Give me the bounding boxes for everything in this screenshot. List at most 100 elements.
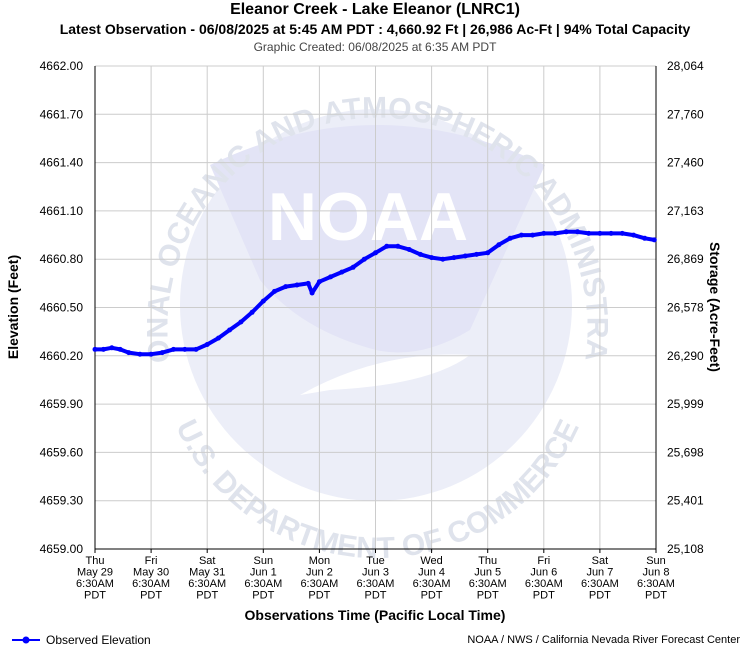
x-axis-title: Observations Time (Pacific Local Time) (245, 607, 506, 623)
data-point (651, 237, 657, 243)
data-point (373, 250, 378, 256)
y2-tick-label: 28,064 (667, 59, 704, 73)
data-point (474, 251, 479, 257)
data-point (350, 264, 356, 270)
data-point (406, 247, 412, 252)
data-point (552, 230, 558, 236)
y-tick-label: 4661.10 (40, 204, 84, 218)
watermark-logo-text: NOAA (268, 179, 468, 255)
data-point (417, 251, 423, 257)
chart-title: Eleanor Creek - Lake Eleanor (LNRC1) (230, 1, 520, 18)
data-point (507, 235, 513, 241)
x-tick-label: Mon Jun 2 6:30AM PDT (300, 555, 338, 602)
graphic-created-text: Graphic Created: 06/08/2025 at 6:35 AM P… (253, 40, 497, 54)
data-point (215, 335, 221, 341)
x-tick-label: Wed Jun 4 6:30AM PDT (413, 555, 451, 602)
data-point (328, 274, 334, 280)
data-point (316, 279, 322, 285)
y2-tick-label: 25,698 (667, 445, 704, 459)
data-point (575, 229, 580, 235)
data-point (642, 235, 648, 241)
chart-subtitle: Latest Observation - 06/08/2025 at 5:45 … (59, 21, 691, 37)
y-tick-label: 4660.50 (40, 301, 84, 315)
data-point (126, 350, 132, 356)
legend-label: Observed Elevation (46, 633, 151, 647)
data-point (361, 256, 367, 262)
data-point (182, 346, 188, 352)
data-point (100, 346, 106, 352)
data-point (563, 229, 569, 235)
y-tick-label: 4660.80 (40, 252, 84, 266)
y-tick-label: 4659.00 (40, 542, 84, 556)
x-tick-label: Sun Jun 8 6:30AM PDT (637, 555, 675, 602)
y-tick-label: 4659.60 (40, 445, 84, 459)
y2-tick-label: 27,760 (667, 107, 704, 121)
y-tick-label: 4662.00 (40, 59, 84, 73)
data-point (440, 256, 446, 262)
data-point (395, 243, 401, 249)
y2-axis-title: Storage (Acre-Feet) (707, 242, 723, 372)
data-point (283, 284, 289, 290)
y2-tick-label: 25,401 (667, 494, 704, 508)
data-point (238, 319, 244, 325)
x-tick-label: Fri May 30 6:30AM PDT (132, 555, 170, 602)
data-point (137, 351, 143, 357)
data-point (249, 309, 255, 315)
y2-tick-labels: 28,064 27,760 27,460 27,163 26,869 26,578 26,2… (667, 59, 704, 556)
y2-tick-label: 26,290 (667, 349, 704, 363)
data-point (305, 280, 311, 286)
data-point (496, 242, 502, 248)
x-tick-label: Thu Jun 5 6:30AM PDT (469, 555, 507, 602)
y2-tick-label: 26,578 (667, 301, 704, 315)
data-point (384, 243, 390, 249)
data-point (294, 282, 300, 288)
data-point (92, 346, 98, 352)
x-tick-label: Thu May 29 6:30AM PDT (76, 555, 114, 602)
data-point (451, 255, 457, 261)
data-point (109, 345, 115, 351)
data-point (530, 232, 536, 238)
data-point (597, 230, 603, 236)
data-point (193, 346, 199, 352)
x-tick-label: Sat Jun 7 6:30AM PDT (581, 555, 619, 602)
y-tick-label: 4659.90 (40, 397, 84, 411)
data-point (309, 290, 315, 296)
data-point (260, 298, 266, 304)
series-observed-elevation (92, 229, 657, 357)
x-tick-label: Sun Jun 1 6:30AM PDT (244, 555, 282, 602)
data-point (429, 255, 435, 261)
x-tick-label: Sat May 31 6:30AM PDT (188, 555, 226, 602)
x-tick-labels: Thu May 29 6:30AM PDT Fri May 30 6:30AM PDT Sat M… (76, 555, 675, 602)
y-axis-title: Elevation (Feet) (5, 255, 21, 359)
data-point (171, 346, 176, 352)
data-point (148, 351, 154, 357)
data-point (204, 342, 210, 347)
data-point (339, 269, 345, 275)
data-point (117, 346, 123, 352)
data-point (631, 232, 637, 238)
data-point (485, 250, 491, 256)
y-tick-label: 4660.20 (40, 349, 84, 363)
y-tick-labels: 4662.00 4661.70 4661.40 4661.10 4660.80 4660.… (40, 59, 84, 556)
data-point (227, 327, 233, 333)
y2-tick-label: 27,460 (667, 156, 704, 170)
y-tick-label: 4659.30 (40, 494, 84, 508)
data-point (608, 230, 614, 236)
data-point (586, 230, 592, 236)
data-point (518, 232, 524, 238)
y-tick-label: 4661.40 (40, 156, 84, 170)
y2-tick-label: 25,999 (667, 397, 704, 411)
data-point (272, 288, 277, 294)
y2-tick-label: 27,163 (667, 204, 704, 218)
data-point (619, 230, 625, 236)
y2-tick-label: 25,108 (667, 542, 704, 556)
credit-text: NOAA / NWS / California Nevada River For… (467, 634, 740, 646)
legend: Observed Elevation (12, 633, 151, 647)
y2-tick-label: 26,869 (667, 252, 704, 266)
legend-line-icon (12, 636, 40, 644)
x-tick-label: Tue Jun 3 6:30AM PDT (357, 555, 395, 602)
data-point (159, 350, 165, 356)
y-tick-label: 4661.70 (40, 107, 84, 121)
grid (94, 65, 657, 550)
